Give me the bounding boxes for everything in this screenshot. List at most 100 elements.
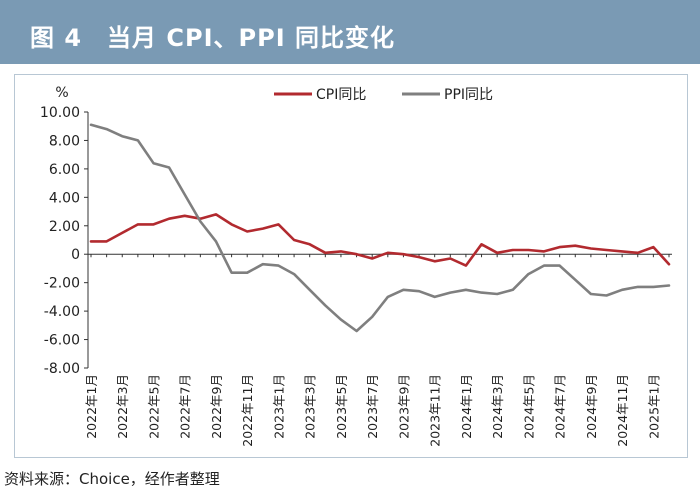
- data-point-cpi: [183, 215, 186, 217]
- data-point-ppi: [558, 264, 561, 267]
- data-point-cpi: [621, 250, 623, 253]
- figure-header: 图 4 当月 CPI、PPI 同比变化: [0, 0, 700, 64]
- x-tick-label: 2022年5月: [146, 374, 161, 439]
- data-point-cpi: [496, 252, 498, 254]
- data-point-cpi: [340, 250, 342, 253]
- x-tick-label: 2022年11月: [240, 374, 255, 447]
- data-point-cpi: [511, 249, 514, 251]
- data-point-cpi: [137, 223, 139, 226]
- data-point-cpi: [433, 260, 436, 263]
- data-point-cpi: [402, 253, 405, 256]
- data-point-ppi: [168, 166, 170, 169]
- legend-label-cpi: CPI同比: [316, 87, 366, 103]
- y-tick-label: -4.00: [44, 304, 80, 320]
- data-point-cpi: [152, 223, 155, 226]
- data-point-cpi: [262, 227, 264, 230]
- data-point-cpi: [387, 252, 389, 254]
- x-tick-label: 2022年7月: [178, 374, 193, 439]
- data-point-ppi: [636, 286, 639, 288]
- data-point-cpi: [527, 249, 530, 251]
- y-tick-label: -6.00: [44, 333, 80, 349]
- y-tick-label: 8.00: [49, 133, 80, 149]
- data-point-ppi: [480, 291, 483, 294]
- series-line-ppi: [89, 123, 671, 333]
- x-tick-label: 2024年3月: [490, 374, 505, 439]
- data-point-cpi: [574, 244, 577, 247]
- y-tick-label: -2.00: [44, 276, 80, 292]
- data-point-ppi: [183, 193, 186, 196]
- line-chart: % 10.00 8.00 6.00 4.00 2.00 0 -2.00 -4.00 -6.00 -…: [40, 85, 672, 447]
- data-point-ppi: [215, 240, 217, 243]
- x-tick-label: 2022年9月: [209, 374, 224, 439]
- data-point-cpi: [168, 217, 170, 220]
- data-point-cpi: [465, 264, 467, 267]
- data-point-ppi: [371, 316, 373, 318]
- data-point-ppi: [277, 264, 280, 267]
- data-point-cpi: [480, 243, 483, 246]
- data-point-ppi: [652, 286, 655, 288]
- data-point-cpi: [308, 243, 311, 246]
- data-point-cpi: [215, 213, 217, 216]
- data-point-ppi: [308, 288, 311, 291]
- x-tick-label: 2024年11月: [615, 374, 630, 447]
- data-point-ppi: [574, 279, 577, 281]
- data-point-ppi: [137, 139, 139, 142]
- source-note: 资料来源：Choice，经作者整理: [4, 470, 220, 488]
- data-point-cpi: [668, 263, 670, 265]
- data-point-ppi: [199, 220, 202, 223]
- x-tick-label: 2023年1月: [271, 374, 286, 439]
- data-point-ppi: [543, 264, 545, 267]
- data-point-ppi: [590, 293, 592, 295]
- x-tick-label: 2022年3月: [115, 374, 130, 439]
- data-point-cpi: [652, 246, 655, 248]
- x-tick-label: 2023年5月: [334, 374, 349, 439]
- x-tick-label: 2025年1月: [646, 374, 661, 439]
- data-point-ppi: [152, 162, 155, 164]
- data-point-ppi: [449, 291, 452, 294]
- figure-title: 图 4 当月 CPI、PPI 同比变化: [30, 24, 396, 52]
- data-point-ppi: [402, 288, 405, 291]
- data-point-cpi: [558, 246, 561, 248]
- data-point-ppi: [90, 124, 92, 126]
- y-tick-label: 6.00: [49, 162, 80, 178]
- data-point-ppi: [293, 273, 295, 275]
- data-point-cpi: [246, 230, 249, 233]
- data-point-cpi: [293, 239, 295, 241]
- data-point-cpi: [121, 232, 124, 234]
- data-point-cpi: [277, 223, 280, 226]
- data-point-ppi: [230, 271, 233, 274]
- data-point-ppi: [324, 304, 327, 307]
- data-point-ppi: [387, 296, 389, 298]
- series-line-cpi: [89, 213, 671, 267]
- y-tick-label: 10.00: [40, 105, 80, 121]
- data-point-ppi: [621, 288, 623, 291]
- data-point-ppi: [465, 288, 467, 291]
- data-point-ppi: [496, 293, 498, 295]
- data-point-ppi: [668, 284, 670, 287]
- chart-frame: [14, 74, 688, 458]
- data-point-ppi: [605, 294, 608, 297]
- data-point-cpi: [449, 257, 452, 260]
- x-tick-label: 2024年7月: [553, 374, 568, 439]
- x-tick-label: 2023年11月: [428, 374, 443, 447]
- y-tick-label: 2.00: [49, 219, 80, 235]
- data-point-cpi: [90, 240, 92, 243]
- y-tick-label: 0: [71, 247, 80, 263]
- data-point-ppi: [105, 128, 108, 130]
- x-tick-label: 2024年1月: [459, 374, 474, 439]
- data-point-cpi: [543, 250, 545, 253]
- data-point-cpi: [355, 253, 358, 256]
- y-axis-unit-label: %: [55, 85, 68, 101]
- data-point-cpi: [605, 249, 608, 251]
- data-point-ppi: [433, 296, 436, 298]
- data-point-cpi: [230, 223, 233, 226]
- data-point-ppi: [262, 263, 264, 265]
- data-point-cpi: [324, 252, 327, 254]
- data-point-ppi: [527, 273, 530, 275]
- x-tick-label: 2024年9月: [584, 374, 599, 439]
- data-point-cpi: [636, 252, 639, 254]
- x-tick-label: 2023年3月: [303, 374, 318, 439]
- x-tick-label: 2023年7月: [365, 374, 380, 439]
- legend-label-ppi: PPI同比: [444, 87, 493, 103]
- data-point-ppi: [246, 271, 249, 274]
